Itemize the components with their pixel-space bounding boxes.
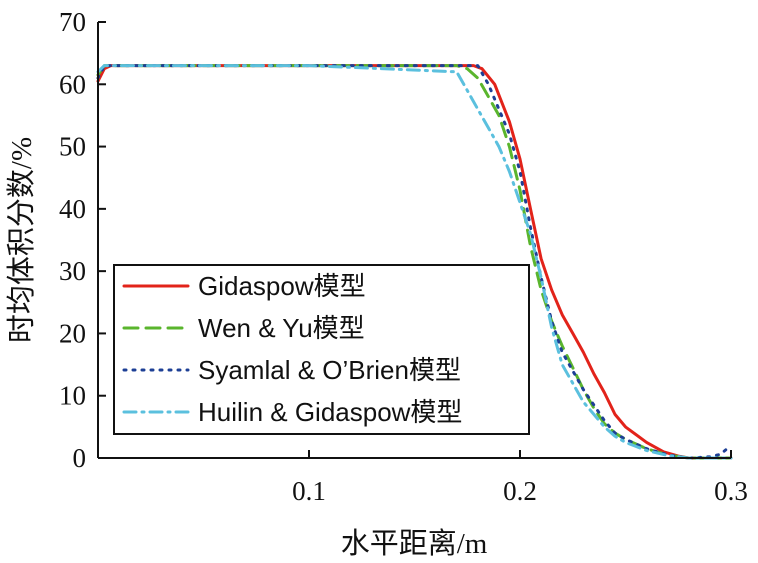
legend-label: Wen & Yu模型 bbox=[198, 313, 365, 343]
y-tick-label: 30 bbox=[59, 256, 86, 286]
y-tick-label: 50 bbox=[59, 132, 86, 162]
plot-lines bbox=[96, 64, 733, 460]
ticks bbox=[98, 21, 732, 459]
y-tick-label: 60 bbox=[59, 69, 86, 99]
x-tick-label: 0.1 bbox=[292, 476, 326, 506]
y-tick-label: 20 bbox=[59, 318, 86, 348]
legend-label: Syamlal & O’Brien模型 bbox=[198, 355, 461, 385]
x-tick-label: 0.2 bbox=[503, 476, 537, 506]
x-axis-label: 水平距离/m bbox=[341, 527, 488, 560]
y-tick-label: 0 bbox=[73, 443, 87, 473]
y-axis-label: 时均体积分数/% bbox=[5, 137, 38, 343]
legend-label: Gidaspow模型 bbox=[198, 271, 366, 301]
legend-label: Huilin & Gidaspow模型 bbox=[198, 397, 462, 427]
tick-labels: 0 10 20 30 40 50 60 70 0.1 0.2 0.3 bbox=[59, 7, 748, 506]
y-tick-label: 40 bbox=[59, 194, 86, 224]
series-line bbox=[96, 64, 733, 460]
y-tick-label: 10 bbox=[59, 381, 86, 411]
axes bbox=[97, 22, 731, 459]
x-tick-label: 0.3 bbox=[714, 476, 748, 506]
legend: Gidaspow模型 Wen & Yu模型 Syamlal & O’Brien模型 H… bbox=[122, 271, 462, 427]
series-line bbox=[96, 64, 733, 460]
legend-box bbox=[113, 264, 530, 435]
y-tick-label: 70 bbox=[59, 7, 86, 37]
